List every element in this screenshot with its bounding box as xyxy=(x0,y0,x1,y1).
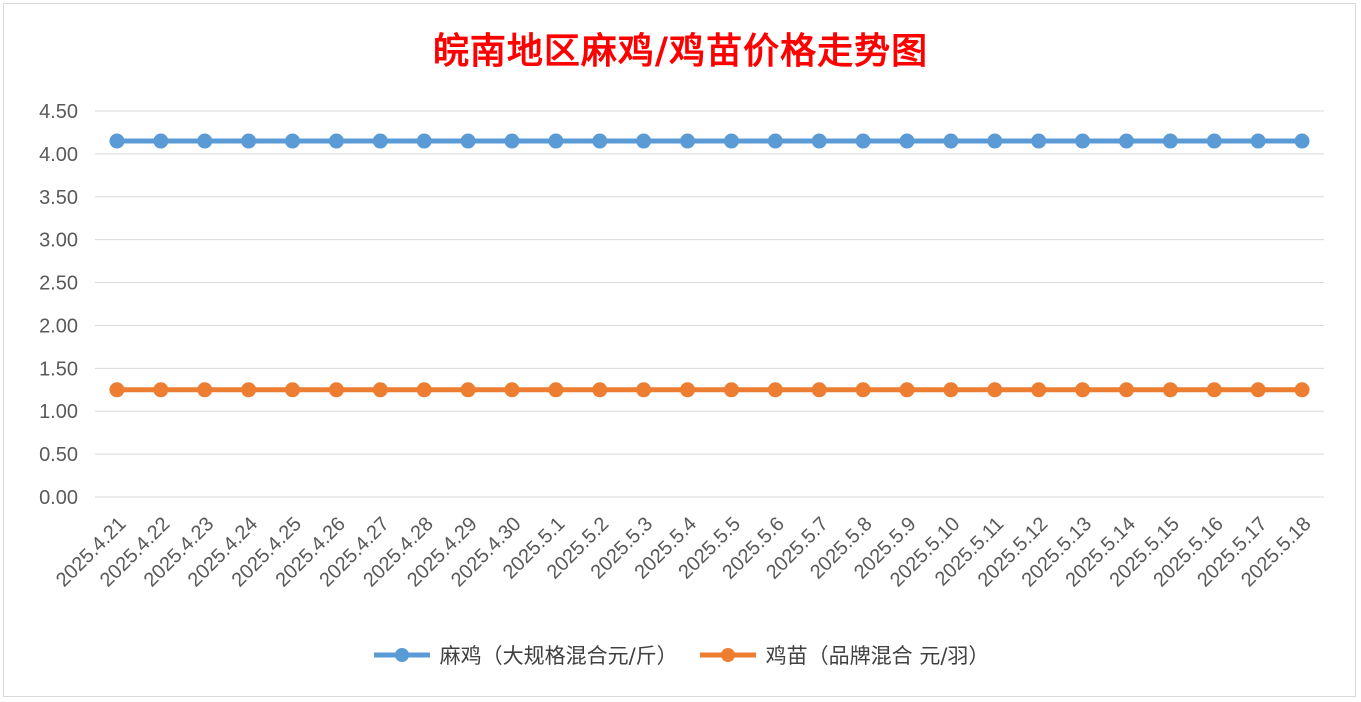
data-point xyxy=(1162,382,1178,398)
data-point xyxy=(197,133,213,149)
data-point xyxy=(1031,133,1047,149)
data-point xyxy=(197,382,213,398)
data-point xyxy=(636,133,652,149)
data-point xyxy=(680,382,696,398)
data-point xyxy=(372,382,388,398)
data-point xyxy=(855,382,871,398)
chart-frame xyxy=(3,3,1356,697)
y-tick-label: 3.00 xyxy=(39,230,78,252)
data-point xyxy=(416,133,432,149)
data-point xyxy=(1206,382,1222,398)
legend-item-series-1: 麻鸡（大规格混合元/斤） xyxy=(372,640,678,670)
data-point xyxy=(1075,133,1091,149)
data-point xyxy=(153,133,169,149)
legend-swatch-series-1 xyxy=(373,648,430,662)
legend-label-series-1: 麻鸡（大规格混合元/斤） xyxy=(439,644,678,668)
data-point xyxy=(1250,133,1266,149)
data-point xyxy=(460,382,476,398)
data-point xyxy=(987,133,1003,149)
data-point xyxy=(943,382,959,398)
data-point xyxy=(1118,382,1134,398)
data-point xyxy=(548,382,564,398)
data-point xyxy=(1294,382,1310,398)
data-point xyxy=(1206,133,1222,149)
data-point xyxy=(241,382,257,398)
data-point xyxy=(767,133,783,149)
data-point xyxy=(241,133,257,149)
y-tick-label: 4.50 xyxy=(39,101,78,123)
legend-item-series-2: 鸡苗（品牌混合 元/羽） xyxy=(698,640,990,670)
y-tick-label: 0.00 xyxy=(39,487,78,509)
data-point xyxy=(504,133,520,149)
y-tick-label: 2.50 xyxy=(39,273,78,295)
legend-marker xyxy=(720,648,735,662)
legend-marker xyxy=(394,648,409,662)
legend-swatch-series-2 xyxy=(699,648,756,662)
legend-label-series-2: 鸡苗（品牌混合 元/羽） xyxy=(765,644,990,668)
data-point xyxy=(548,133,564,149)
y-tick-label: 0.50 xyxy=(39,444,78,466)
data-point xyxy=(1075,382,1091,398)
data-point xyxy=(592,382,608,398)
data-point xyxy=(416,382,432,398)
legend: 麻鸡（大规格混合元/斤） 鸡苗（品牌混合 元/羽） xyxy=(0,640,1361,670)
data-point xyxy=(109,133,125,149)
y-tick-label: 1.50 xyxy=(39,358,78,380)
data-point xyxy=(899,133,915,149)
data-point xyxy=(723,382,739,398)
data-point xyxy=(987,382,1003,398)
data-point xyxy=(1031,382,1047,398)
data-point xyxy=(680,133,696,149)
data-point xyxy=(899,382,915,398)
data-point xyxy=(460,133,476,149)
y-tick-label: 1.00 xyxy=(39,401,78,423)
data-point xyxy=(372,133,388,149)
data-point xyxy=(1118,133,1134,149)
data-point xyxy=(811,382,827,398)
data-point xyxy=(504,382,520,398)
data-point xyxy=(636,382,652,398)
data-point xyxy=(1294,133,1310,149)
data-point xyxy=(592,133,608,149)
data-point xyxy=(943,133,959,149)
y-tick-label: 3.50 xyxy=(39,187,78,209)
data-point xyxy=(1250,382,1266,398)
data-point xyxy=(811,133,827,149)
data-point xyxy=(855,133,871,149)
data-point xyxy=(1162,133,1178,149)
data-point xyxy=(285,133,301,149)
data-point xyxy=(723,133,739,149)
data-point xyxy=(328,382,344,398)
data-point xyxy=(153,382,169,398)
y-tick-label: 4.00 xyxy=(39,144,78,166)
data-point xyxy=(285,382,301,398)
data-point xyxy=(109,382,125,398)
data-point xyxy=(328,133,344,149)
chart-title: 皖南地区麻鸡/鸡苗价格走势图 xyxy=(432,30,929,72)
y-tick-label: 2.00 xyxy=(39,315,78,337)
data-point xyxy=(767,382,783,398)
